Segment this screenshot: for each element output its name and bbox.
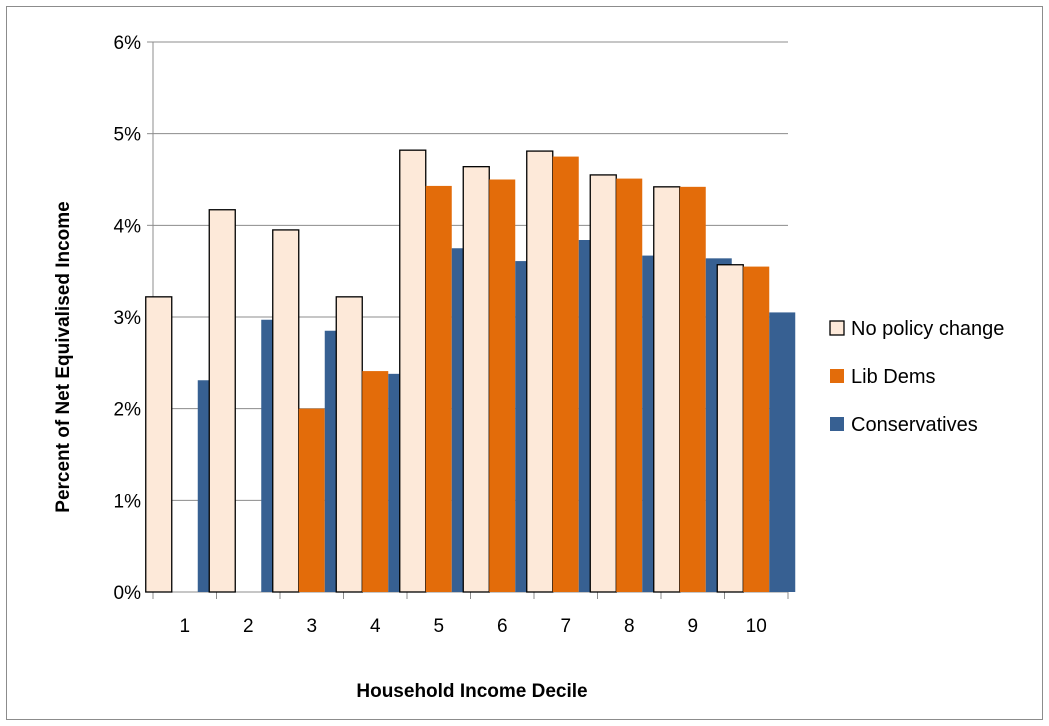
y-tick-label: 2% bbox=[114, 400, 142, 421]
y-axis-title: Percent of Net Equivalised Income bbox=[53, 201, 74, 512]
bar-no-policy-change bbox=[335, 296, 363, 593]
x-tick-label: 1 bbox=[179, 616, 190, 637]
bar-no-policy-change bbox=[653, 186, 681, 593]
legend-swatch bbox=[829, 320, 845, 336]
x-tick-label: 5 bbox=[433, 616, 444, 637]
x-tick-label: 2 bbox=[243, 616, 254, 637]
bar-no-policy-change bbox=[716, 264, 744, 593]
bar-lib-dems bbox=[425, 185, 452, 592]
x-tick-label: 10 bbox=[746, 616, 767, 637]
y-tick-label: 1% bbox=[114, 491, 142, 512]
bar-no-policy-change bbox=[208, 209, 236, 593]
legend-label: No policy change bbox=[851, 318, 1004, 340]
y-tick-label: 5% bbox=[114, 125, 142, 146]
bars bbox=[145, 149, 796, 593]
bar-conservatives bbox=[769, 312, 796, 592]
bar-no-policy-change bbox=[145, 296, 173, 593]
x-tick-label: 3 bbox=[306, 616, 317, 637]
bar-no-policy-change bbox=[399, 149, 427, 593]
bar-no-policy-change bbox=[272, 229, 300, 593]
x-tick-label: 4 bbox=[370, 616, 381, 637]
legend: No policy change Lib Dems Conservatives bbox=[829, 318, 1004, 436]
legend-label: Lib Dems bbox=[851, 366, 935, 388]
bar-lib-dems bbox=[616, 178, 643, 593]
y-tick-label: 4% bbox=[114, 216, 142, 237]
bar-no-policy-change bbox=[589, 174, 617, 593]
bar-lib-dems bbox=[552, 156, 579, 593]
bar-lib-dems bbox=[743, 266, 770, 592]
y-tick-label: 6% bbox=[114, 33, 142, 54]
legend-swatch bbox=[830, 369, 844, 383]
legend-label: Conservatives bbox=[851, 414, 978, 436]
y-tick-label: 0% bbox=[114, 583, 142, 604]
x-tick-label: 8 bbox=[624, 616, 635, 637]
x-tick-label: 7 bbox=[560, 616, 571, 637]
tick-labels: 0% 1% 2% 3% 4% 5% 6% 1 2 3 4 5 6 7 8 9 10 bbox=[114, 33, 767, 637]
x-tick-label: 9 bbox=[687, 616, 698, 637]
y-tick-label: 3% bbox=[114, 308, 142, 329]
x-axis-title: Household Income Decile bbox=[356, 681, 587, 702]
bar-lib-dems bbox=[679, 186, 706, 593]
legend-swatch bbox=[830, 417, 844, 431]
bar-lib-dems bbox=[489, 179, 516, 592]
bar-lib-dems bbox=[362, 371, 389, 592]
bar-no-policy-change bbox=[462, 166, 490, 593]
bar-no-policy-change bbox=[526, 150, 554, 593]
bar-lib-dems bbox=[298, 408, 325, 592]
x-tick-label: 6 bbox=[497, 616, 508, 637]
